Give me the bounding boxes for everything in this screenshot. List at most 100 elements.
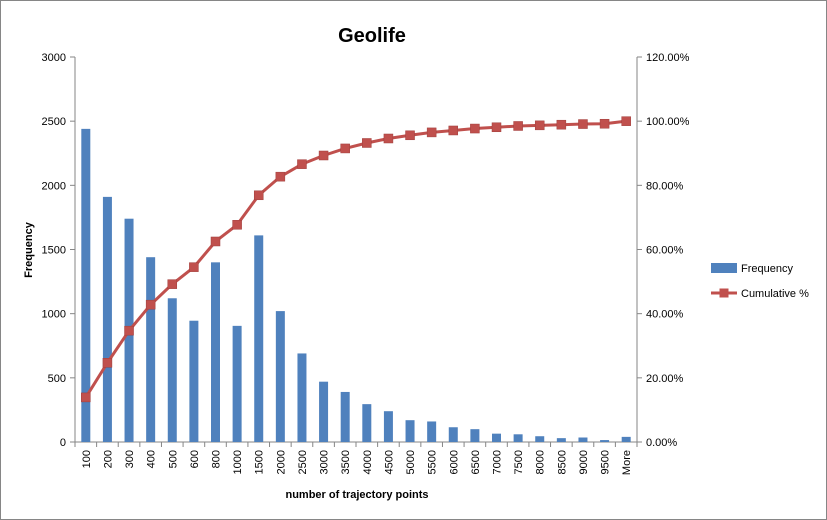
x-tick-label: 200 [102, 450, 114, 468]
cumulative-point [470, 123, 480, 134]
x-tick-label: 6500 [470, 450, 482, 474]
x-tick-label: 3500 [340, 450, 352, 474]
x-tick-label: 100 [81, 450, 93, 468]
y2-tick-label: 80.00% [646, 180, 684, 192]
bar-frequency [470, 429, 480, 442]
y-tick-label: 2500 [42, 116, 66, 128]
x-tick-label: 4000 [362, 450, 374, 474]
x-tick-label: 300 [124, 450, 136, 468]
bar-frequency [102, 196, 112, 442]
legend-label-cumulative: Cumulative % [741, 288, 809, 300]
bar-frequency [146, 257, 156, 442]
bar-frequency [405, 420, 415, 442]
legend-swatch-frequency [711, 263, 737, 273]
x-tick-label: 8500 [556, 450, 568, 474]
cumulative-point [189, 262, 199, 272]
x-tick-label: 2500 [297, 450, 309, 474]
bar-frequency [254, 235, 264, 442]
x-tick-label: 9000 [578, 450, 590, 474]
y-tick-label: 3000 [42, 52, 66, 64]
x-tick-label: 7000 [492, 450, 504, 474]
bar-frequency [362, 404, 372, 442]
cumulative-point [362, 138, 372, 148]
cumulative-point [383, 133, 394, 144]
bar-frequency [340, 391, 350, 442]
bar-frequency [492, 433, 501, 442]
bar-frequency [275, 311, 285, 442]
x-tick-label: 800 [211, 450, 223, 468]
cumulative-point [81, 392, 91, 403]
legend-label-frequency: Frequency [741, 263, 793, 275]
bar-frequency [600, 440, 610, 442]
x-tick-label: 2000 [275, 450, 287, 474]
bar-frequency [81, 128, 91, 442]
y-tick-label: 500 [48, 373, 66, 385]
cumulative-point [621, 116, 631, 126]
cumulative-point [210, 236, 221, 247]
bar-frequency [448, 427, 458, 442]
y-tick-label: 1500 [42, 245, 66, 257]
cumulative-point [167, 279, 178, 289]
cumulative-point [102, 358, 113, 368]
y2-tick-label: 120.00% [646, 52, 690, 64]
cumulative-point [124, 325, 134, 336]
x-tick-label: 600 [189, 450, 201, 468]
x-tick-label: More [621, 450, 633, 475]
cumulative-point [599, 118, 610, 129]
bar-frequency [232, 325, 242, 442]
cumulative-point [491, 122, 502, 133]
y2-tick-label: 0.00% [646, 437, 677, 449]
y2-tick-label: 40.00% [646, 309, 684, 321]
cumulative-point [556, 119, 567, 130]
bar-frequency [535, 436, 545, 442]
y-tick-label: 0 [60, 437, 66, 449]
bar-frequency [319, 381, 329, 442]
bar-frequency [189, 320, 199, 442]
y2-tick-label: 20.00% [646, 373, 684, 385]
cumulative-point [513, 121, 523, 131]
x-tick-label: 7500 [513, 450, 525, 474]
bar-frequency [578, 437, 588, 442]
bar-frequency [427, 421, 437, 442]
cumulative-point [145, 299, 156, 310]
x-tick-label: 1000 [232, 450, 244, 474]
bar-frequency [383, 411, 393, 442]
legend-swatch-marker [719, 288, 729, 298]
bar-frequency [211, 262, 220, 442]
y2-tick-label: 60.00% [646, 245, 684, 257]
cumulative-point [426, 127, 437, 138]
x-tick-label: 400 [146, 450, 158, 468]
cumulative-point [340, 143, 350, 154]
cumulative-point [253, 190, 264, 201]
y-tick-label: 1000 [42, 309, 66, 321]
cumulative-point [297, 159, 307, 169]
y-axis-title: Frequency [23, 221, 35, 278]
x-tick-label: 5500 [427, 450, 439, 474]
cumulative-point [405, 130, 415, 141]
x-axis-title: number of trajectory points [285, 489, 428, 501]
x-tick-label: 9500 [600, 450, 612, 474]
bar-frequency [297, 353, 307, 442]
cumulative-point [534, 120, 545, 131]
y2-tick-label: 100.00% [646, 116, 690, 128]
x-tick-label: 3000 [319, 450, 331, 474]
bar-frequency [513, 434, 523, 442]
cumulative-point [275, 171, 286, 182]
bar-frequency [621, 436, 631, 442]
x-tick-label: 8000 [535, 450, 547, 474]
bar-frequency [556, 438, 566, 442]
cumulative-point [232, 220, 242, 230]
cumulative-line [84, 119, 627, 399]
cumulative-point [318, 150, 329, 161]
x-tick-label: 500 [167, 450, 179, 468]
bar-frequency [167, 298, 177, 442]
plot-area: 0 500 1000 1500 2000 2500 3000 0.00% 20.00% 40.00… [42, 52, 690, 475]
x-tick-label: 1500 [254, 450, 266, 474]
x-tick-label: 4500 [383, 450, 395, 474]
chart-title: Geolife [338, 25, 406, 47]
cumulative-point [448, 125, 459, 136]
legend: Frequency Cumulative % [711, 263, 809, 300]
y-tick-label: 2000 [42, 180, 66, 192]
x-tick-label: 5000 [405, 450, 417, 474]
